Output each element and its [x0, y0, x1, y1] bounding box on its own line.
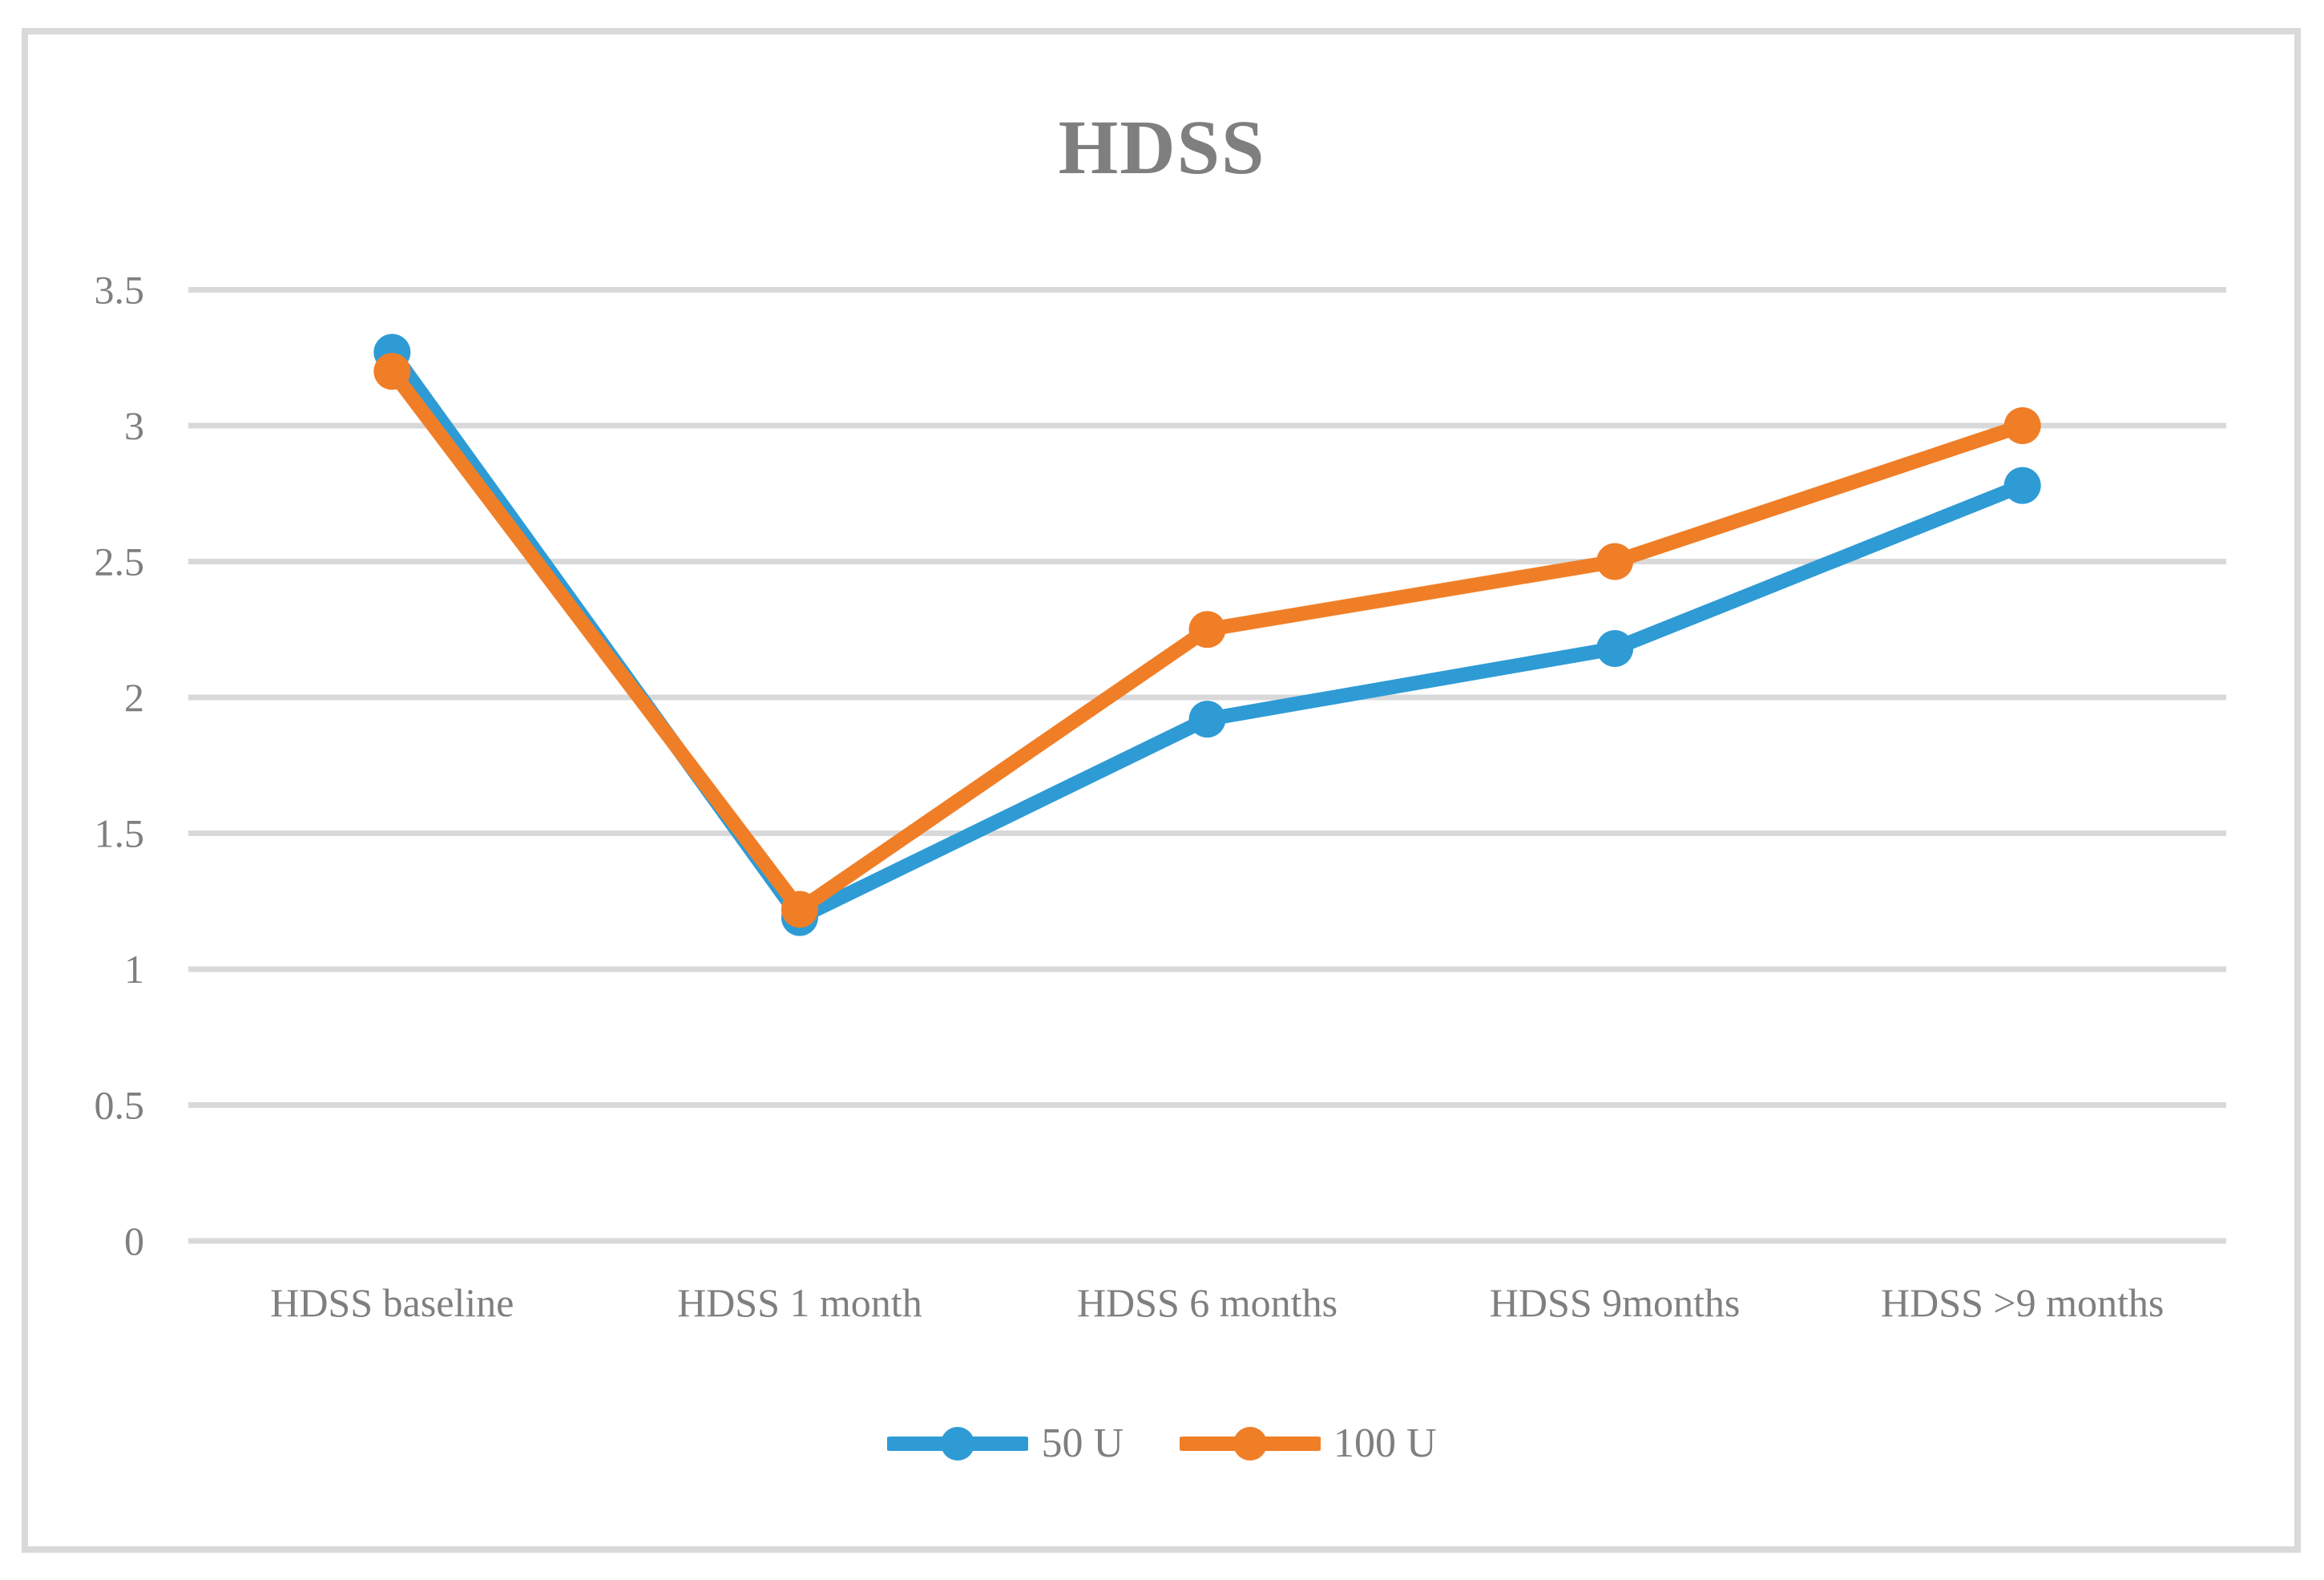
y-tick-label: 2.5: [95, 539, 145, 584]
data-point-100-u: [2003, 407, 2041, 444]
data-point-50-u: [1188, 701, 1226, 738]
y-tick-label: 0: [124, 1218, 144, 1263]
legend-line-marker-50u-icon: [887, 1427, 1029, 1461]
data-point-100-u: [781, 891, 818, 928]
y-tick-label: 1: [124, 947, 144, 992]
x-axis-label: HDSS >9 months: [1881, 1280, 2164, 1325]
y-tick-label: 1.5: [95, 811, 145, 856]
legend-label-100u: 100 U: [1333, 1420, 1437, 1466]
data-point-100-u: [1188, 611, 1226, 649]
y-tick-label: 2: [124, 675, 144, 720]
y-tick-label: 0.5: [95, 1083, 145, 1128]
data-point-50-u: [2003, 467, 2041, 504]
x-axis-label: HDSS baseline: [270, 1280, 514, 1325]
chart-title: HDSS: [1058, 104, 1266, 190]
legend-line-marker-100u-icon: [1180, 1427, 1321, 1461]
chart-border: [22, 28, 2301, 1553]
legend-item-100u: 100 U: [1180, 1423, 1437, 1465]
y-tick-label: 3: [124, 403, 144, 448]
legend: 50 U 100 U: [0, 1423, 2324, 1465]
x-axis-label: HDSS 6 months: [1077, 1280, 1338, 1325]
y-tick-label: 3.5: [95, 268, 145, 313]
data-point-50-u: [1596, 629, 1634, 667]
legend-item-50u: 50 U: [887, 1423, 1124, 1465]
legend-label-50u: 50 U: [1041, 1420, 1124, 1466]
data-point-100-u: [1596, 543, 1634, 580]
data-point-100-u: [373, 353, 411, 390]
x-axis-label: HDSS 9months: [1490, 1280, 1741, 1325]
x-axis-label: HDSS 1 month: [677, 1280, 922, 1325]
